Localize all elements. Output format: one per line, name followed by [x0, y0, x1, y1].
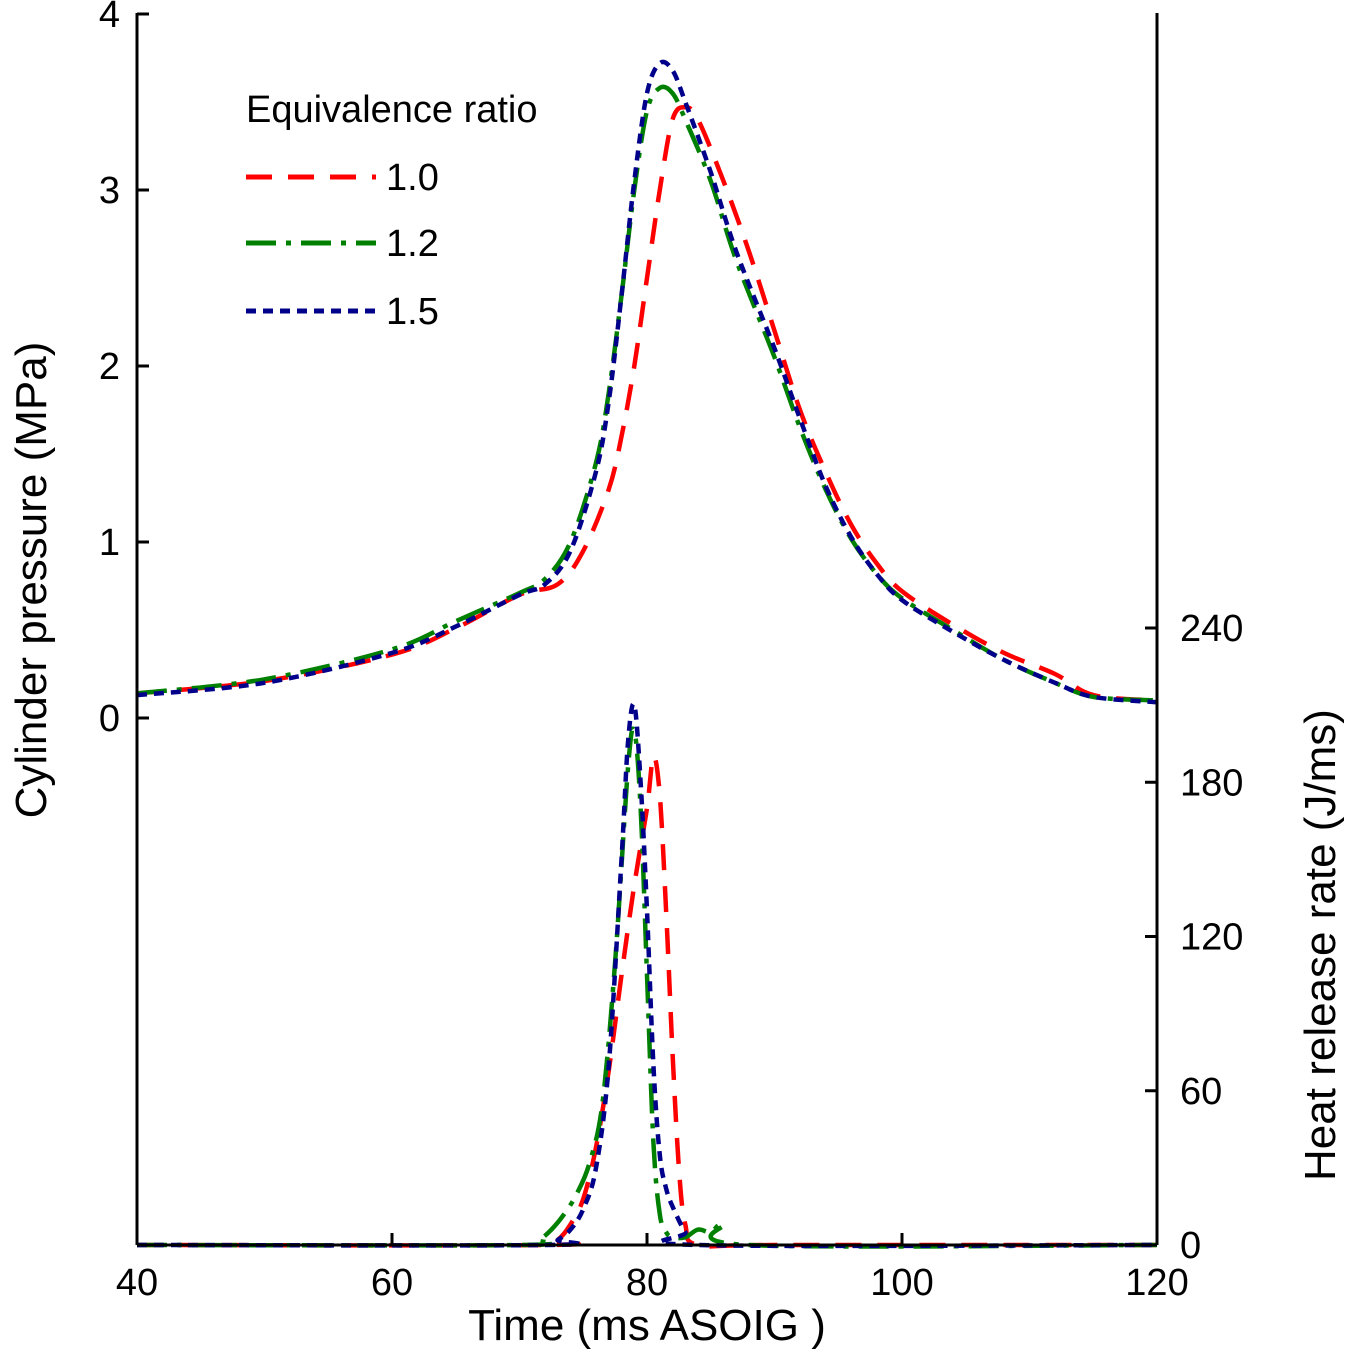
left-tick-label-1: 1	[99, 522, 120, 564]
left-tick-label-3: 3	[99, 170, 120, 212]
legend: Equivalence ratio 1.0 1.2 1.5	[246, 89, 538, 333]
x-axis-title: Time (ms ASOIG )	[468, 1301, 826, 1350]
legend-label-1-0: 1.0	[386, 157, 439, 199]
x-tick-label-40: 40	[116, 1262, 158, 1304]
pressure-curve-1-0	[136, 105, 1158, 703]
x-axis-ticks: 40 60 80 100 120	[116, 1233, 1189, 1304]
legend-label-1-2: 1.2	[386, 223, 439, 265]
heat-release-curve-1-2	[136, 726, 1158, 1249]
left-tick-label-0: 0	[99, 698, 120, 740]
legend-label-1-5: 1.5	[386, 291, 439, 333]
left-axis-ticks: 0 1 2 3 4	[99, 0, 149, 740]
x-tick-label-120: 120	[1125, 1262, 1188, 1304]
left-axis-title: Cylinder pressure (MPa)	[7, 342, 56, 819]
plot-frame	[135, 13, 1159, 1247]
x-tick-label-100: 100	[870, 1262, 933, 1304]
right-tick-label-0: 0	[1180, 1225, 1201, 1267]
heat-release-curve-1-5	[136, 701, 1158, 1249]
left-tick-label-2: 2	[99, 346, 120, 388]
x-tick-label-60: 60	[371, 1262, 413, 1304]
right-tick-label-240: 240	[1180, 608, 1243, 650]
x-tick-label-80: 80	[626, 1262, 668, 1304]
right-tick-label-60: 60	[1180, 1071, 1222, 1113]
right-tick-label-180: 180	[1180, 762, 1243, 804]
curves-layer	[136, 59, 1158, 1249]
right-axis-ticks: 0 60 120 180 240	[1145, 608, 1243, 1267]
right-tick-label-120: 120	[1180, 917, 1243, 959]
left-tick-label-4: 4	[99, 0, 120, 36]
right-axis-title: Heat release rate (J/ms)	[1296, 709, 1345, 1181]
legend-title: Equivalence ratio	[246, 89, 538, 131]
pressure-curve-1-5	[136, 59, 1158, 705]
